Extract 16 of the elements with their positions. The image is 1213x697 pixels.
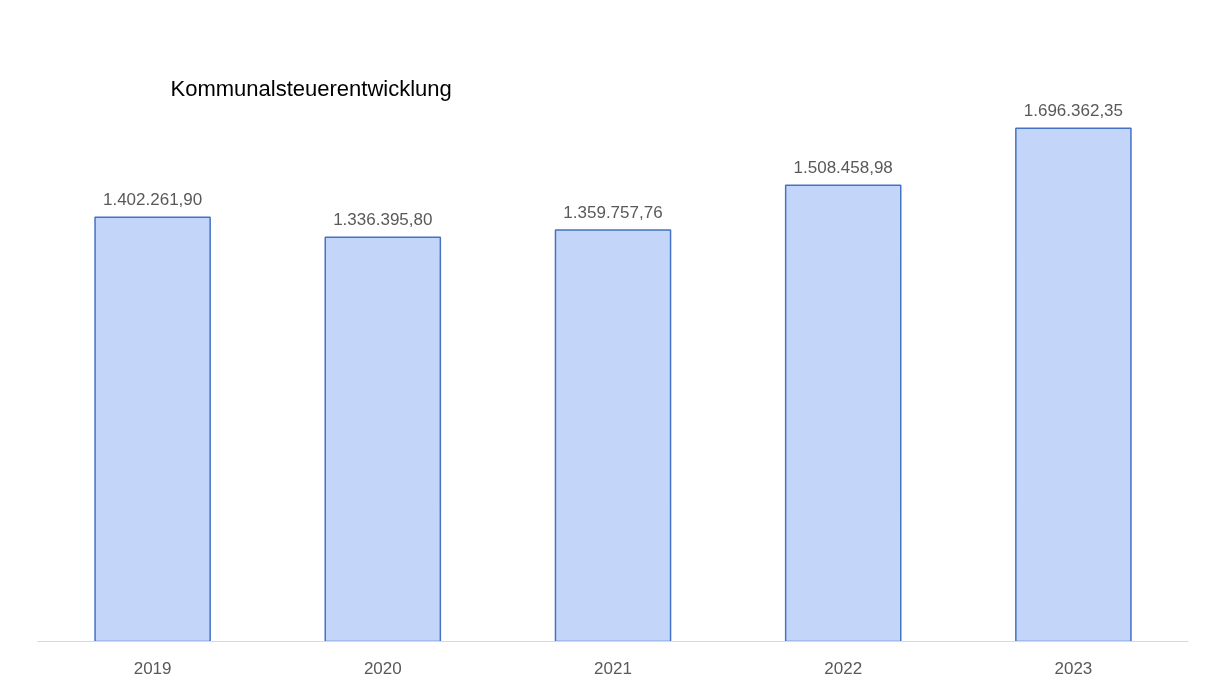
bar: [94, 216, 211, 642]
x-tick-label: 2022: [824, 658, 863, 678]
bar: [1015, 127, 1132, 642]
data-label: 1.508.458,98: [793, 158, 893, 178]
x-tick-label: 2020: [363, 658, 402, 678]
data-label: 1.336.395,80: [333, 210, 433, 230]
x-tick-label: 2023: [1054, 658, 1093, 678]
data-label: 1.696.362,35: [1023, 101, 1124, 121]
x-tick-label: 2021: [594, 658, 632, 678]
bar: [324, 236, 442, 642]
bar: [784, 184, 902, 642]
chart-title: Kommunalsteuerentwicklung: [170, 75, 452, 101]
bar: [554, 229, 672, 642]
data-label: 1.359.757,76: [563, 203, 663, 223]
x-tick-label: 2019: [133, 658, 172, 678]
data-label: 1.402.261,90: [102, 190, 203, 210]
